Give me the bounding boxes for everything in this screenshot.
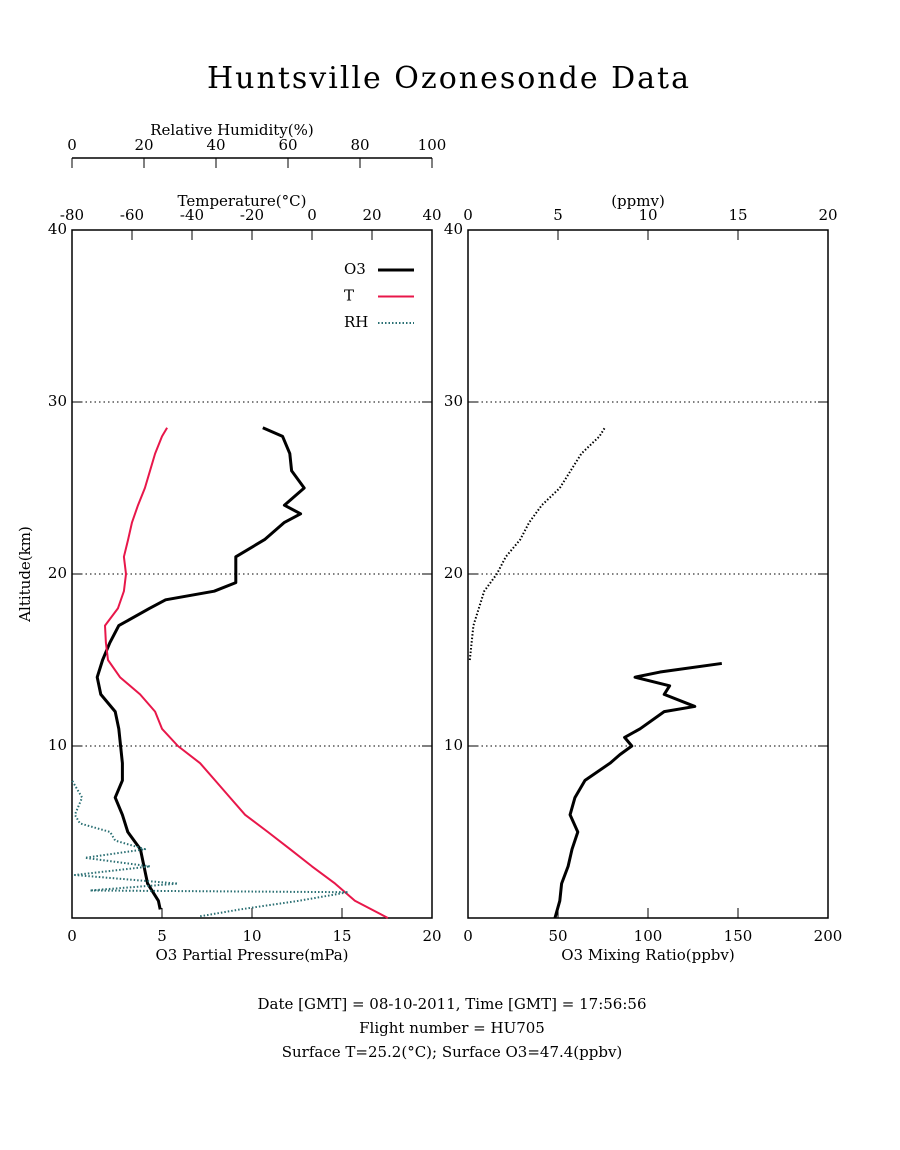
x2-axis-label: Temperature(°C) [178,192,307,210]
x2-tick-label: 0 [463,206,473,224]
x-tick-label: 20 [422,927,441,945]
profile-line [95,426,306,910]
x-tick-label: 100 [634,927,663,945]
profile-line [553,661,723,919]
x3-tick-label: 60 [278,136,297,154]
x-tick-label: 200 [814,927,843,945]
legend-label: T [344,287,354,305]
x-axis-label: O3 Mixing Ratio(ppbv) [561,946,734,964]
footer-line: Surface T=25.2(°C); Surface O3=47.4(ppbv… [282,1043,623,1061]
profile-line [104,427,389,919]
x2-tick-label: 20 [362,206,381,224]
x-tick-label: 150 [724,927,753,945]
x2-axis-label: (ppmv) [611,192,665,210]
x-axis-label: O3 Partial Pressure(mPa) [155,946,348,964]
x2-tick-label: 5 [553,206,563,224]
x3-axis-label: Relative Humidity(%) [150,121,313,139]
legend-label: RH [344,313,368,331]
footer-line: Flight number = HU705 [359,1019,545,1037]
x3-tick-label: 40 [206,136,225,154]
x2-tick-label: 15 [728,206,747,224]
x-tick-label: 15 [332,927,351,945]
x2-tick-label: -80 [60,206,84,224]
y-axis-label: Altitude(km) [16,526,34,623]
x2-tick-label: 40 [422,206,441,224]
footer-line: Date [GMT] = 08-10-2011, Time [GMT] = 17… [257,995,646,1013]
x-tick-label: 0 [463,927,473,945]
y-tick-label: 40 [48,220,67,238]
x2-tick-label: 0 [307,206,317,224]
x-tick-label: 5 [157,927,167,945]
x2-tick-label: 20 [818,206,837,224]
x-tick-label: 10 [242,927,261,945]
profile-line [468,427,606,661]
x-tick-label: 50 [548,927,567,945]
x3-tick-label: 20 [134,136,153,154]
y-tick-label: 40 [444,220,463,238]
x2-tick-label: -20 [240,206,264,224]
x3-tick-label: 80 [350,136,369,154]
x2-tick-label: 10 [638,206,657,224]
x3-tick-label: 0 [67,136,77,154]
x2-tick-label: -40 [180,206,204,224]
y-tick-label: 20 [48,564,67,582]
x-tick-label: 0 [67,927,77,945]
x2-tick-label: -60 [120,206,144,224]
profile-line [71,779,350,918]
y-tick-label: 10 [48,736,67,754]
x3-tick-label: 100 [418,136,447,154]
y-tick-label: 30 [444,392,463,410]
page-title: Huntsville Ozonesonde Data [207,61,691,96]
legend-label: O3 [344,260,366,278]
y-tick-label: 20 [444,564,463,582]
y-tick-label: 10 [444,736,463,754]
y-tick-label: 30 [48,392,67,410]
